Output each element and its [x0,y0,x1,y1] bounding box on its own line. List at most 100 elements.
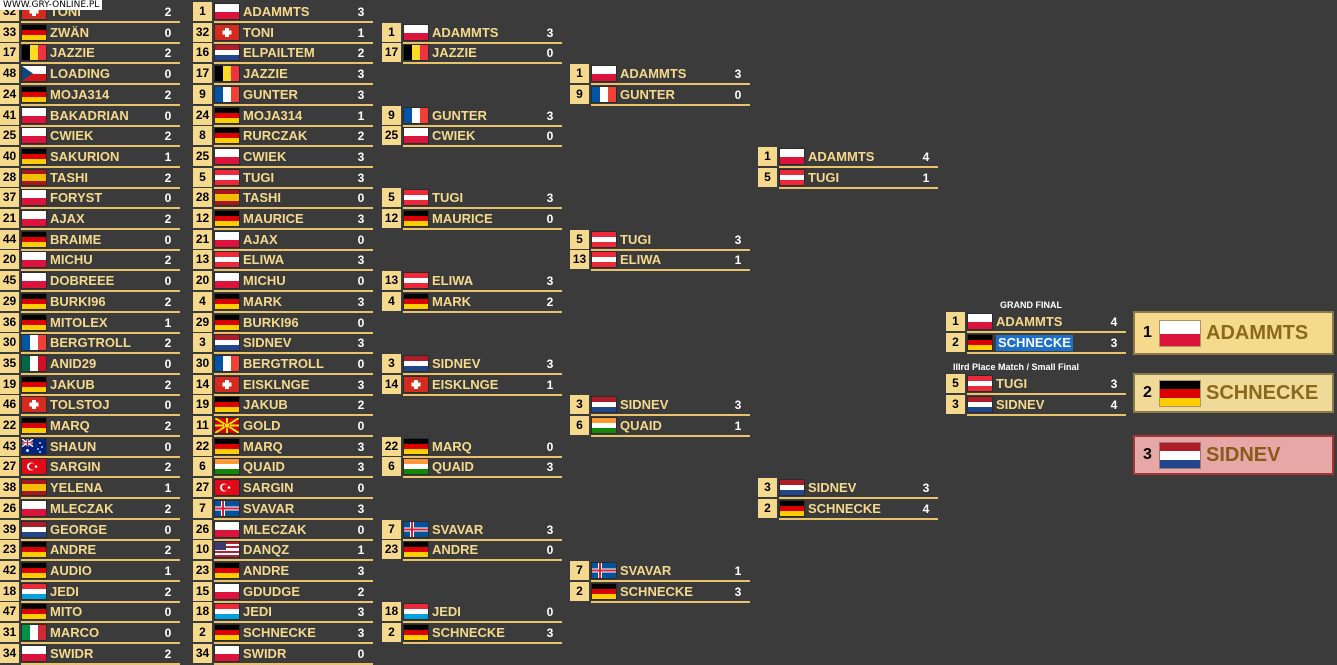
bracket-entry: 9 GUNTER 3 [193,85,373,106]
entry-underline [21,62,180,64]
player-name: ANID29 [50,356,97,371]
bracket-entry: 9 GUNTER 0 [570,85,750,106]
entry-underline [403,394,562,396]
seed-number: 12 [193,209,212,228]
entry-underline [214,456,373,458]
player-score: 2 [164,460,172,474]
germany-flag-icon [22,315,46,330]
seed-number: 25 [0,126,19,145]
bracket-entry: 2 SCHNECKE 3 [570,582,750,603]
player-name: SIDNEV [243,335,292,350]
player-name: SIDNEV [620,397,669,412]
seed-number: 21 [193,230,212,249]
australia-flag-icon [22,439,46,454]
bracket-entry: 47 MITO 0 [0,602,180,623]
iceland-flag-icon [404,522,428,537]
luxembourg-flag-icon [404,604,428,619]
player-name: BERGTROLL [50,335,131,350]
player-name: ANDRE [432,542,479,557]
germany-flag-icon [215,625,239,640]
player-name: TUGI [243,170,275,185]
player-name: MOJA314 [243,108,303,123]
player-name: TASHI [50,170,89,185]
player-score: 4 [922,150,930,164]
player-score: 0 [164,26,172,40]
player-name: SCHNECKE [808,501,881,516]
germany-flag-icon [22,149,46,164]
player-name: GUNTER [432,108,487,123]
player-score: 2 [164,46,172,60]
player-name: ELIWA [432,273,474,288]
bracket-entry: 33 ZWÄN 0 [0,23,180,44]
poland-flag-icon [780,149,804,164]
player-name: CWIEK [243,149,287,164]
player-score: 1 [357,26,365,40]
player-score: 0 [546,212,554,226]
poland-flag-icon [22,273,46,288]
player-score: 3 [357,150,365,164]
podium-player-name: SCHNECKE [1206,382,1319,404]
poland-flag-icon [404,25,428,40]
player-score: 0 [546,543,554,557]
mexico-flag-icon [22,356,46,371]
player-score: 3 [357,5,365,19]
poland-flag-icon [215,4,239,19]
player-score: 3 [546,274,554,288]
austria-flag-icon [404,190,428,205]
seed-number: 1 [193,2,212,21]
player-score: 3 [357,378,365,392]
germany-flag-icon [215,397,239,412]
seed-number: 19 [0,375,19,394]
entry-underline [779,518,938,520]
bracket-entry: 31 MARCO 0 [0,623,180,644]
seed-number: 26 [0,499,19,518]
spain-flag-icon [215,190,239,205]
seed-number: 6 [193,457,212,476]
player-name: ADAMMTS [620,66,687,81]
player-name: TONI [243,25,274,40]
entry-underline [21,476,180,478]
germany-flag-icon [968,335,992,350]
player-name: ADAMMTS [808,149,875,164]
player-score: 3 [357,564,365,578]
netherlands-flag-icon [22,522,46,537]
seed-number: 1 [758,147,777,166]
bracket-entry: 32 TONI 1 [193,23,373,44]
bracket-entry: 5 TUGI 3 [193,168,373,189]
entry-underline [214,601,373,603]
seed-number: 2 [570,582,589,601]
podium-player-name: SIDNEV [1206,444,1281,466]
entry-underline [21,332,180,334]
player-score: 3 [357,460,365,474]
seed-number: 2 [193,623,212,642]
bracket-entry: 44 BRAIME 0 [0,230,180,251]
player-name: JEDI [50,584,79,599]
bracket-entry: 3 SIDNEV 4 [946,395,1126,416]
player-name: MARQ [432,439,472,454]
player-name: BURKI96 [243,315,299,330]
player-score: 0 [164,191,172,205]
player-score: 1 [164,316,172,330]
player-name: MAURICE [243,211,304,226]
entry-underline [403,539,562,541]
player-name: FORYST [50,190,103,205]
seed-number: 9 [193,85,212,104]
player-name: SARGIN [243,480,294,495]
seed-number: 24 [193,106,212,125]
player-name: ANDRE [50,542,97,557]
seed-number: 40 [0,147,19,166]
player-score: 3 [734,67,742,81]
poland-flag-icon [968,314,992,329]
bracket-entry: 17 JAZZIE 2 [0,43,180,64]
player-name: CWIEK [50,128,94,143]
podium-place-1: 1 ADAMMTS [1133,311,1334,355]
bracket-entry: 24 MOJA314 2 [0,85,180,106]
seed-number: 13 [570,250,589,269]
bracket-entry: 15 GDUDGE 2 [193,582,373,603]
entry-underline [21,269,180,271]
india-flag-icon [215,459,239,474]
entry-underline [21,621,180,623]
seed-number: 38 [0,478,19,497]
player-name: GUNTER [620,87,675,102]
player-score: 2 [164,5,172,19]
